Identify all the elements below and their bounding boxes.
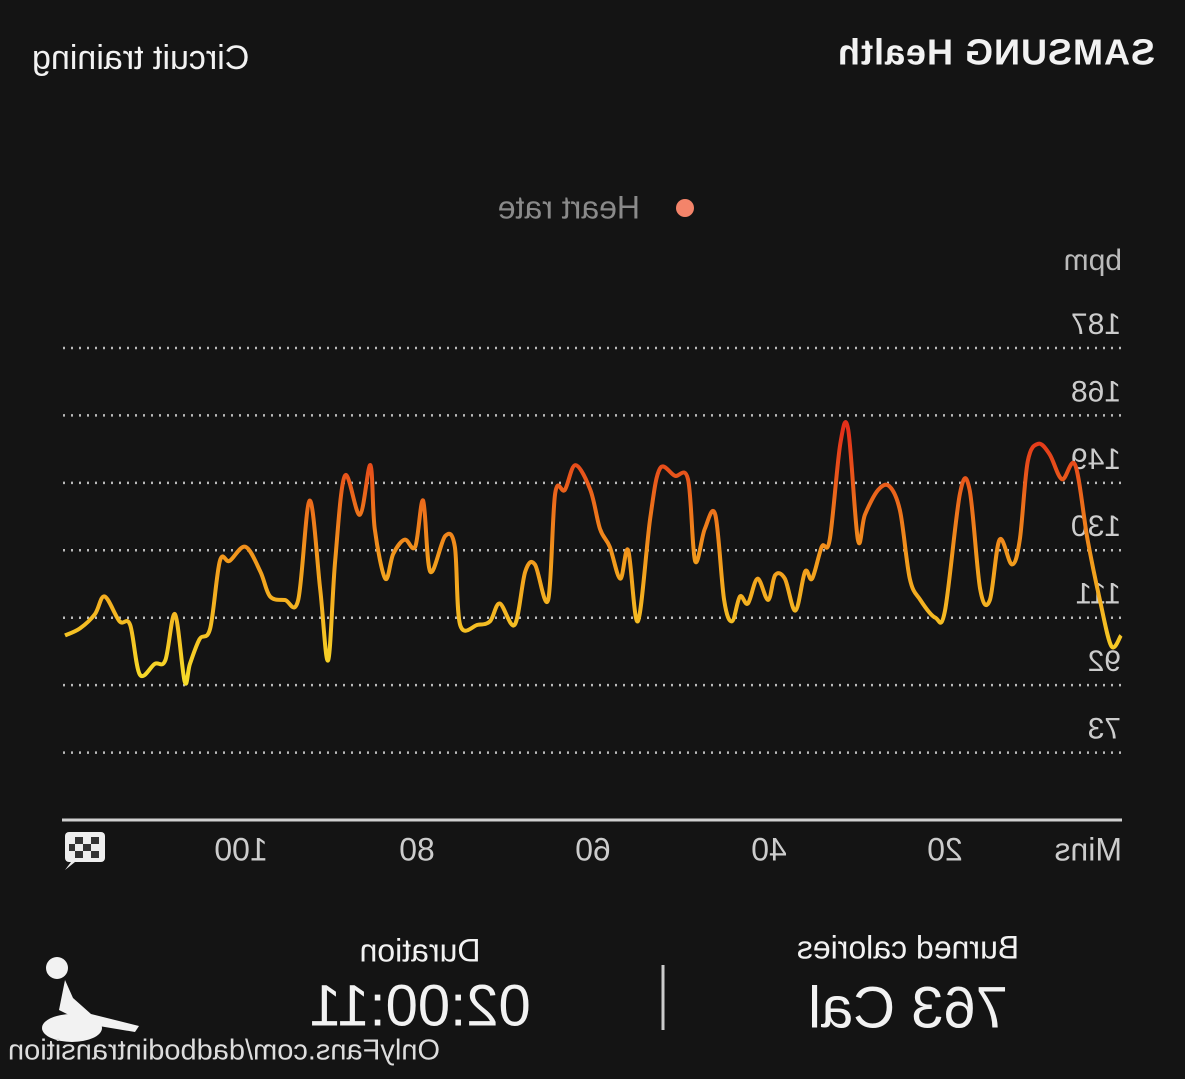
calories-label: Burned calories [797, 929, 1019, 965]
y-tick-label: 149 [1071, 443, 1121, 476]
x-tick-label: 20 [927, 831, 963, 867]
x-tick-label: 100 [214, 831, 267, 867]
y-tick-label: 92 [1088, 645, 1121, 678]
calories-value: 763 Cal [808, 975, 1008, 1040]
brand: SAMSUNG Health [837, 32, 1155, 73]
legend-marker [676, 199, 694, 217]
duration-value: 02:00:11 [309, 973, 530, 1038]
legend-label: Heart rate [498, 189, 640, 225]
activity-title: Circuit training [32, 39, 249, 77]
y-tick-label: 73 [1088, 712, 1121, 745]
y-tick-label: 130 [1071, 510, 1121, 543]
y-tick-label: 187 [1071, 308, 1121, 341]
x-axis-label: Mins [1054, 831, 1122, 867]
watermark: OnlyFans.com/dadbodintransition [8, 1035, 440, 1067]
finish-flag-icon [65, 832, 105, 870]
y-axis-label: bpm [1064, 244, 1122, 277]
x-tick-label: 60 [575, 831, 611, 867]
duration-label: Duration [360, 932, 481, 968]
x-tick-label: 40 [751, 831, 787, 867]
y-tick-label: 168 [1071, 375, 1121, 408]
x-tick-label: 80 [399, 831, 435, 867]
workout-icon [42, 957, 139, 1042]
heart-rate-line [64, 420, 1123, 686]
